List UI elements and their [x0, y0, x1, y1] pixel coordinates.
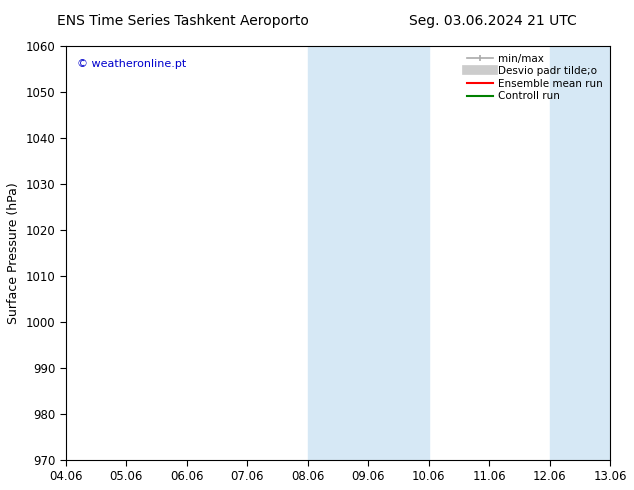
Text: © weatheronline.pt: © weatheronline.pt [77, 59, 186, 69]
Y-axis label: Surface Pressure (hPa): Surface Pressure (hPa) [7, 182, 20, 324]
Bar [307, 46, 429, 460]
Bar [550, 46, 611, 460]
Legend: min/max, Desvio padr tilde;o, Ensemble mean run, Controll run: min/max, Desvio padr tilde;o, Ensemble m… [465, 51, 605, 103]
Text: ENS Time Series Tashkent Aeroporto: ENS Time Series Tashkent Aeroporto [57, 14, 309, 28]
Text: Seg. 03.06.2024 21 UTC: Seg. 03.06.2024 21 UTC [409, 14, 577, 28]
